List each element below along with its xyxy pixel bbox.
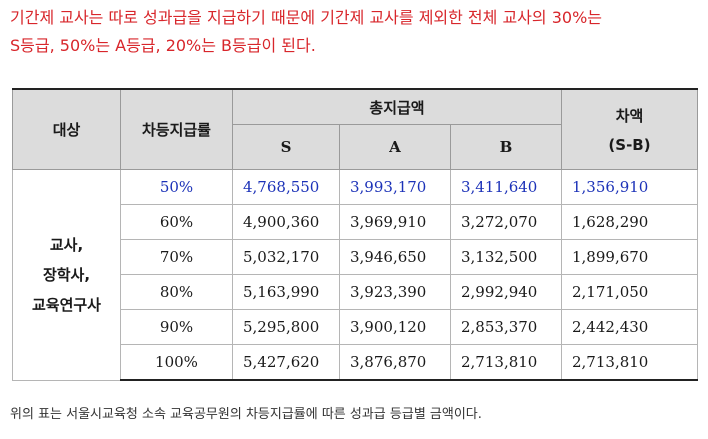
diff-cell: 1,899,670 [561,239,698,275]
b-cell: 3,132,500 [450,239,562,275]
header-a: A [339,124,451,170]
b-cell: 3,411,640 [450,169,562,205]
b-cell: 2,713,810 [450,344,562,381]
intro-line-1: 기간제 교사는 따로 성과급을 지급하기 때문에 기간제 교사를 제외한 전체 … [10,8,602,27]
bonus-table: 대상 차등지급률 총지급액 차액 (S-B) S A B 교사, 장학사, 교육… [12,88,698,381]
intro-line-2: S등급, 50%는 A등급, 20%는 B등급이 된다. [10,36,316,55]
a-cell: 3,900,120 [339,309,451,345]
header-b: B [450,124,562,170]
header-diff: 차액 (S-B) [561,88,698,170]
table-row: 100% 5,427,620 3,876,870 2,713,810 2,713… [13,344,698,381]
table-caption: 위의 표는 서울시교육청 소속 교육공무원의 차등지급률에 따른 성과급 등급별… [10,407,482,422]
target-line-1: 교사, [49,235,84,254]
b-cell: 2,992,940 [450,274,562,310]
header-target: 대상 [12,88,121,170]
rate-cell: 90% [120,309,233,345]
rate-cell: 100% [120,344,233,381]
a-cell: 3,969,910 [339,204,451,240]
header-diff-line1: 차액 [615,107,644,125]
table-row: 60% 4,900,360 3,969,910 3,272,070 1,628,… [13,204,698,240]
a-cell: 3,946,650 [339,239,451,275]
rate-cell: 80% [120,274,233,310]
target-line-2: 장학사, [42,265,91,284]
s-cell: 5,163,990 [232,274,340,310]
diff-cell: 1,628,290 [561,204,698,240]
header-rate: 차등지급률 [120,88,233,170]
s-cell: 4,900,360 [232,204,340,240]
header-total: 총지급액 [232,88,562,125]
rate-cell: 60% [120,204,233,240]
s-cell: 4,768,550 [232,169,340,205]
table-row: 90% 5,295,800 3,900,120 2,853,370 2,442,… [13,309,698,345]
s-cell: 5,032,170 [232,239,340,275]
diff-cell: 1,356,910 [561,169,698,205]
s-cell: 5,295,800 [232,309,340,345]
rate-cell: 70% [120,239,233,275]
b-cell: 3,272,070 [450,204,562,240]
diff-cell: 2,171,050 [561,274,698,310]
header-diff-line2: (S-B) [608,136,651,154]
target-line-3: 교육연구사 [31,295,101,314]
a-cell: 3,876,870 [339,344,451,381]
table-row: 80% 5,163,990 3,923,390 2,992,940 2,171,… [13,274,698,310]
header-s: S [232,124,340,170]
a-cell: 3,993,170 [339,169,451,205]
s-cell: 5,427,620 [232,344,340,381]
target-cell: 교사, 장학사, 교육연구사 [12,169,121,381]
rate-cell: 50% [120,169,233,205]
diff-cell: 2,713,810 [561,344,698,381]
diff-cell: 2,442,430 [561,309,698,345]
bonus-table-container: 대상 차등지급률 총지급액 차액 (S-B) S A B 교사, 장학사, 교육… [12,88,698,381]
intro-paragraph: 기간제 교사는 따로 성과급을 지급하기 때문에 기간제 교사를 제외한 전체 … [10,4,705,60]
b-cell: 2,853,370 [450,309,562,345]
table-row: 70% 5,032,170 3,946,650 3,132,500 1,899,… [13,239,698,275]
a-cell: 3,923,390 [339,274,451,310]
table-row: 교사, 장학사, 교육연구사 50% 4,768,550 3,993,170 3… [12,169,698,381]
